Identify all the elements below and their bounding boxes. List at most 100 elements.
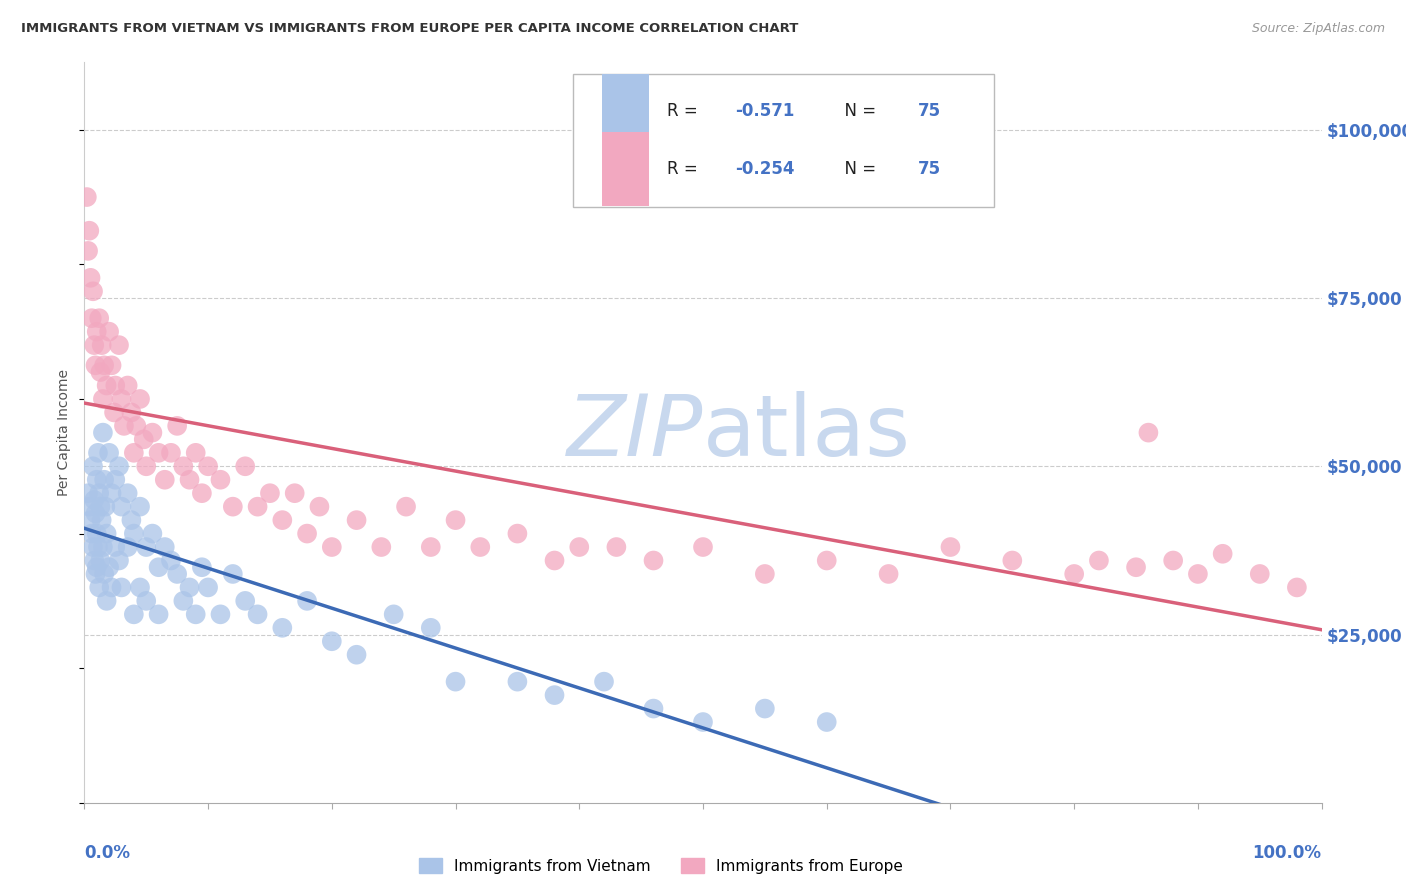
Point (259, 486, 281, 500)
Point (593, 674, 616, 689)
Point (135, 540, 157, 554)
Point (295, 526, 318, 541)
Point (122, 526, 145, 541)
Point (112, 418, 135, 433)
Point (543, 688, 565, 702)
Point (382, 607, 405, 622)
Point (141, 425, 163, 440)
Point (98, 560, 121, 574)
Point (80, 526, 103, 541)
Point (271, 621, 294, 635)
Point (1125, 560, 1147, 574)
Point (98, 325, 121, 339)
Point (79, 224, 101, 238)
Point (1063, 566, 1085, 581)
Point (86, 473, 108, 487)
Point (83, 553, 105, 567)
Point (153, 473, 176, 487)
Point (692, 540, 714, 554)
Text: R =: R = (666, 103, 703, 120)
Point (1187, 566, 1209, 581)
Point (89, 365, 111, 379)
Point (108, 338, 131, 352)
Point (86, 526, 108, 541)
Point (1212, 547, 1234, 561)
Y-axis label: Per Capita Income: Per Capita Income (58, 369, 72, 496)
Point (233, 459, 256, 474)
Point (100, 359, 122, 373)
Point (87, 446, 110, 460)
Point (179, 581, 201, 595)
Point (87, 540, 110, 554)
Text: 0.0%: 0.0% (84, 844, 131, 862)
Point (271, 513, 294, 527)
Point (129, 500, 152, 514)
Point (117, 540, 139, 554)
Point (110, 500, 132, 514)
Point (643, 701, 665, 715)
Point (160, 553, 183, 567)
Point (103, 405, 125, 419)
Text: ZIP: ZIP (567, 391, 703, 475)
Point (89, 553, 111, 567)
Legend: Immigrants from Vietnam, Immigrants from Europe: Immigrants from Vietnam, Immigrants from… (412, 852, 910, 880)
Point (91, 540, 114, 554)
Point (91, 425, 114, 440)
Point (96, 594, 118, 608)
Point (191, 486, 214, 500)
Point (346, 513, 368, 527)
Text: R =: R = (666, 161, 703, 178)
Point (90, 513, 112, 527)
Point (89, 311, 111, 326)
Point (120, 513, 142, 527)
Point (77, 486, 100, 500)
Point (84, 359, 107, 373)
Point (77, 244, 100, 258)
Point (605, 540, 627, 554)
Point (444, 674, 467, 689)
Point (419, 621, 441, 635)
Point (179, 473, 201, 487)
Text: Source: ZipAtlas.com: Source: ZipAtlas.com (1251, 22, 1385, 36)
Point (89, 486, 111, 500)
Point (506, 526, 529, 541)
Text: N =: N = (834, 103, 882, 120)
Point (141, 526, 163, 541)
Point (209, 607, 232, 622)
Point (120, 405, 142, 419)
Point (166, 418, 188, 433)
Point (153, 540, 176, 554)
Point (395, 500, 418, 514)
Point (79, 270, 101, 285)
Point (84, 507, 107, 521)
Point (815, 714, 838, 729)
Point (104, 378, 127, 392)
Point (129, 392, 152, 406)
Point (79, 500, 101, 514)
Point (1161, 553, 1184, 567)
FancyBboxPatch shape (574, 73, 994, 207)
Point (91, 392, 114, 406)
Text: 75: 75 (918, 103, 942, 120)
Point (148, 560, 170, 574)
Text: IMMIGRANTS FROM VIETNAM VS IMMIGRANTS FROM EUROPE PER CAPITA INCOME CORRELATION : IMMIGRANTS FROM VIETNAM VS IMMIGRANTS FR… (21, 22, 799, 36)
Point (117, 378, 139, 392)
Point (79, 513, 101, 527)
Point (117, 486, 139, 500)
Point (222, 500, 245, 514)
Point (96, 526, 118, 541)
Point (100, 486, 122, 500)
Point (321, 540, 343, 554)
Point (110, 392, 132, 406)
Point (444, 513, 467, 527)
Point (172, 594, 194, 608)
Point (172, 459, 194, 474)
Point (93, 473, 115, 487)
Point (939, 540, 962, 554)
Point (104, 540, 127, 554)
Point (82, 459, 104, 474)
Point (191, 560, 214, 574)
Point (132, 433, 155, 447)
Point (197, 459, 219, 474)
Point (86, 325, 108, 339)
